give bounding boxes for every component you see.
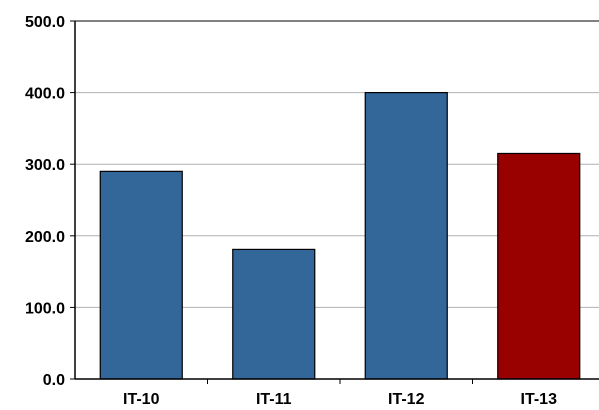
bar-it-12 [364, 91, 448, 380]
bar-it-13 [497, 152, 581, 380]
y-axis-ticks: 0.0 100.0 200.0 300.0 400.0 500.0 [25, 14, 75, 389]
bar-it-11 [232, 248, 316, 380]
x-tick-label: IT-10 [123, 391, 160, 408]
x-tick-label: IT-13 [521, 391, 558, 408]
bar-it-10 [99, 170, 183, 380]
y-tick-label: 200.0 [25, 229, 65, 246]
x-axis-ticks: IT-10 IT-11 IT-12 IT-13 [123, 379, 557, 408]
y-tick-label: 100.0 [25, 300, 65, 317]
y-tick-label: 400.0 [25, 86, 65, 103]
y-tick-label: 300.0 [25, 157, 65, 174]
y-tick-label: 500.0 [25, 14, 65, 31]
y-tick-label: 0.0 [43, 372, 65, 389]
x-tick-label: IT-11 [256, 391, 292, 408]
x-tick-label: IT-12 [388, 391, 425, 408]
